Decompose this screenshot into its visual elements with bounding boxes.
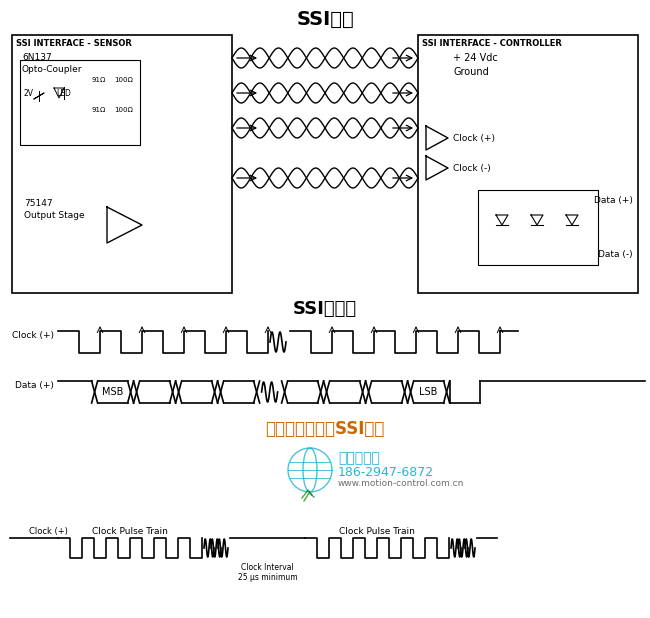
Text: 186-2947-6872: 186-2947-6872 [338, 465, 434, 478]
Text: LSB: LSB [419, 387, 438, 397]
Text: LED: LED [56, 88, 71, 98]
Text: 100Ω: 100Ω [114, 107, 133, 113]
Text: 西安德伍拓: 西安德伍拓 [338, 451, 380, 465]
Text: + 24 Vdc: + 24 Vdc [453, 53, 498, 63]
Text: Clock Pulse Train: Clock Pulse Train [92, 527, 168, 536]
Text: Clock (+): Clock (+) [12, 331, 54, 340]
Text: Ground: Ground [453, 67, 489, 77]
Text: SSI框图: SSI框图 [296, 10, 354, 29]
Text: Clock Pulse Train: Clock Pulse Train [339, 527, 415, 536]
Text: 75147: 75147 [24, 198, 53, 208]
Text: Clock Interval
25 μs minimum: Clock Interval 25 μs minimum [238, 563, 297, 582]
Bar [418, 35, 638, 293]
Text: SSI时序图: SSI时序图 [293, 300, 357, 318]
Text: Output Stage: Output Stage [24, 211, 84, 219]
Text: Data (-): Data (-) [599, 250, 633, 260]
Text: SSI INTERFACE - CONTROLLER: SSI INTERFACE - CONTROLLER [422, 39, 562, 48]
Text: 2V: 2V [24, 88, 34, 98]
Text: 91Ω: 91Ω [92, 77, 107, 83]
Text: www.motion-control.com.cn: www.motion-control.com.cn [338, 480, 464, 488]
Text: SSI INTERFACE - SENSOR: SSI INTERFACE - SENSOR [16, 39, 132, 48]
Text: Opto-Coupler: Opto-Coupler [22, 65, 83, 74]
Text: Data (+): Data (+) [15, 381, 54, 390]
Text: Clock (+): Clock (+) [29, 527, 68, 536]
Text: 91Ω: 91Ω [92, 107, 107, 113]
Text: Clock (+): Clock (+) [453, 133, 495, 143]
Text: Clock (-): Clock (-) [453, 164, 491, 172]
Bar [478, 190, 598, 265]
Text: MSB: MSB [102, 387, 124, 397]
Text: 6N137: 6N137 [22, 53, 52, 62]
Text: Data (+): Data (+) [594, 195, 633, 205]
Bar [12, 35, 232, 293]
Text: 100Ω: 100Ω [114, 77, 133, 83]
Bar [20, 60, 140, 145]
Text: 用于顺序测量的SSI时序: 用于顺序测量的SSI时序 [265, 420, 385, 438]
